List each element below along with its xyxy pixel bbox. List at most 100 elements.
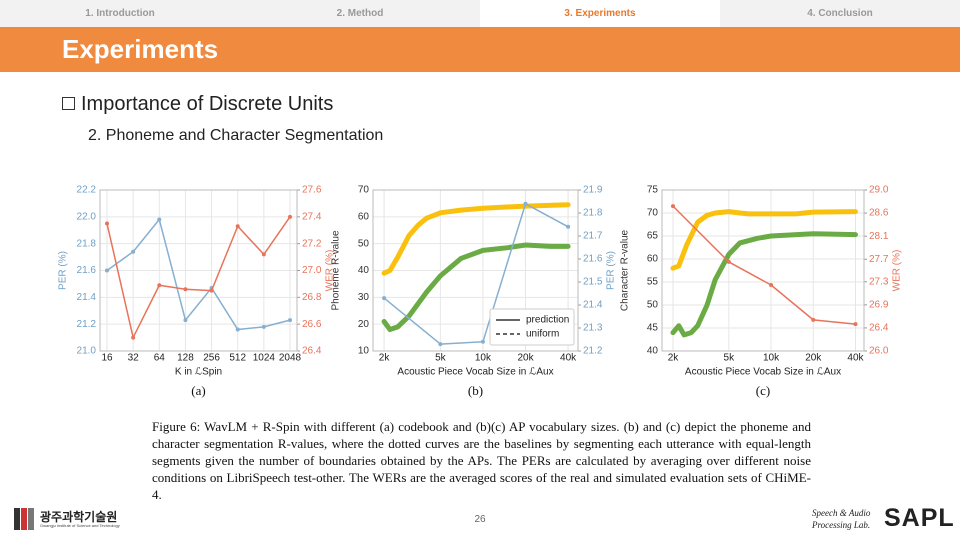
x-tick-label: 1024 xyxy=(253,353,276,364)
series-line xyxy=(106,216,291,339)
point xyxy=(288,214,292,219)
x-axis-label: K in ℒSpin xyxy=(175,367,222,378)
point xyxy=(288,318,292,323)
x-tick-label: 40k xyxy=(847,353,864,364)
x-axis-label: Acoustic Piece Vocab Size in ℒAux xyxy=(397,367,553,378)
nav-tab[interactable]: 4. Conclusion xyxy=(720,0,960,27)
point xyxy=(670,204,675,209)
y-tick-label: 50 xyxy=(358,238,370,249)
y2-tick-label: 21.8 xyxy=(583,208,603,219)
x-tick-label: 64 xyxy=(154,353,166,364)
y-tick-label: 45 xyxy=(647,323,659,334)
y2-axis-label: WER (%) xyxy=(325,250,336,292)
y-axis-label: Phoneme R-value xyxy=(331,230,342,310)
point xyxy=(811,317,816,322)
point xyxy=(566,224,571,229)
y2-tick-label: 26.4 xyxy=(302,346,322,357)
y2-tick-label: 28.1 xyxy=(869,231,889,242)
y2-tick-label: 27.3 xyxy=(869,276,889,287)
point xyxy=(209,288,214,293)
y2-tick-label: 27.4 xyxy=(302,211,322,222)
x-tick-label: 20k xyxy=(517,353,534,364)
y2-tick-label: 29.0 xyxy=(869,185,889,196)
point xyxy=(131,335,136,340)
y-tick-label: 70 xyxy=(358,185,370,196)
x-tick-label: 16 xyxy=(101,353,113,364)
point xyxy=(726,259,731,264)
series-line xyxy=(106,218,291,331)
legend-label: uniform xyxy=(526,329,559,340)
nav-tab[interactable]: 3. Experiments xyxy=(480,0,720,27)
slide-title: Experiments xyxy=(62,34,219,64)
x-axis-label: Acoustic Piece Vocab Size in ℒAux xyxy=(685,367,841,378)
x-tick-label: 2k xyxy=(668,353,680,364)
x-tick-label: 2k xyxy=(379,353,391,364)
x-tick-label: 32 xyxy=(128,353,140,364)
series-line xyxy=(381,242,571,333)
y-axis-label: Character R-value xyxy=(620,229,631,311)
point xyxy=(131,249,136,254)
lab-name: Speech & Audio Processing Lab. xyxy=(812,508,871,530)
y2-tick-label: 26.4 xyxy=(869,323,889,334)
nav-tab[interactable]: 2. Method xyxy=(240,0,480,27)
y2-tick-label: 26.0 xyxy=(869,346,889,357)
y2-tick-label: 21.9 xyxy=(583,185,603,196)
x-tick-label: 5k xyxy=(435,353,447,364)
y-tick-label: 10 xyxy=(358,346,370,357)
y2-tick-label: 26.8 xyxy=(302,292,322,303)
y-tick-label: 60 xyxy=(647,254,659,265)
x-tick-label: 5k xyxy=(724,353,736,364)
legend-box xyxy=(489,308,575,346)
nav-tab[interactable]: 1. Introduction xyxy=(0,0,240,27)
y2-tick-label: 21.5 xyxy=(583,277,603,288)
y2-tick-label: 21.3 xyxy=(583,323,603,334)
y2-tick-label: 28.6 xyxy=(869,208,889,219)
y-tick-label: 21.4 xyxy=(77,292,97,303)
y-tick-label: 20 xyxy=(358,319,370,330)
y-tick-label: 21.6 xyxy=(77,265,97,276)
legend-label: prediction xyxy=(526,315,569,326)
y2-tick-label: 27.6 xyxy=(302,185,322,196)
point xyxy=(157,217,162,222)
y2-axis-label: WER (%) xyxy=(892,250,903,292)
point xyxy=(261,252,266,257)
y-tick-label: 60 xyxy=(358,211,370,222)
point xyxy=(769,282,774,287)
point xyxy=(105,268,109,273)
y-tick-label: 30 xyxy=(358,292,370,303)
panel-caption: (b) xyxy=(468,383,483,398)
point xyxy=(183,318,188,323)
y-tick-label: 55 xyxy=(647,277,659,288)
page-number: 26 xyxy=(474,514,486,525)
bullet: Importance of Discrete Units xyxy=(62,93,333,116)
series-line xyxy=(670,209,858,271)
x-tick-label: 10k xyxy=(475,353,492,364)
y-tick-label: 21.2 xyxy=(77,319,97,330)
y-tick-label: 22.2 xyxy=(77,185,97,196)
y-tick-label: 65 xyxy=(647,231,659,242)
x-tick-label: 2048 xyxy=(279,353,302,364)
y-tick-label: 40 xyxy=(358,265,370,276)
figure-caption: Figure 6: WavLM + R-Spin with different … xyxy=(152,419,811,502)
lab-logo: SAPL xyxy=(884,504,955,532)
x-tick-label: 10k xyxy=(763,353,780,364)
y-axis-label: PER (%) xyxy=(58,251,69,290)
point xyxy=(853,322,858,327)
institution-name: 광주과학기술원 xyxy=(40,510,118,524)
point xyxy=(480,339,485,344)
y2-tick-label: 27.7 xyxy=(869,254,889,265)
y-tick-label: 70 xyxy=(647,208,659,219)
institution-name-en: Gwangju Institute of Science and Technol… xyxy=(40,523,120,528)
y2-tick-label: 27.0 xyxy=(302,265,322,276)
y-tick-label: 21.8 xyxy=(77,238,97,249)
point xyxy=(157,283,162,288)
point xyxy=(183,287,188,292)
header-band xyxy=(0,27,960,72)
y2-tick-label: 21.6 xyxy=(583,254,603,265)
point xyxy=(438,342,443,347)
y2-tick-label: 21.4 xyxy=(583,300,603,311)
x-tick-label: 256 xyxy=(203,353,220,364)
series-line xyxy=(672,205,857,325)
plot-frame xyxy=(99,189,298,352)
y-tick-label: 75 xyxy=(647,185,659,196)
